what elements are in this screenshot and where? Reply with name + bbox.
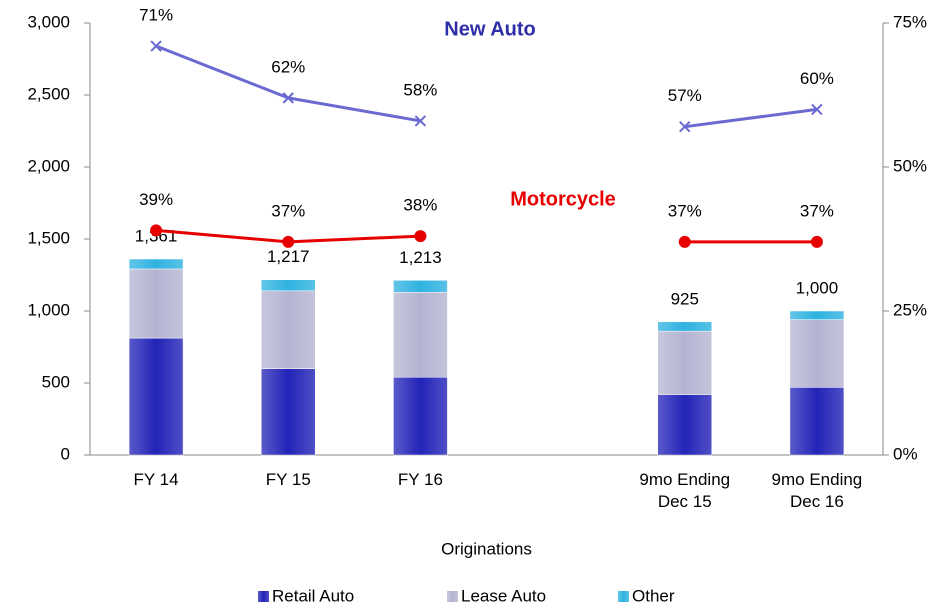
bar-segment [789, 387, 845, 456]
legend-swatch [447, 591, 458, 602]
y-tick-label: 2,000 [27, 156, 70, 175]
y-tick-label: 3,000 [27, 12, 70, 31]
x-tick-label: FY 14 [133, 470, 179, 489]
bar-segment [393, 376, 448, 456]
bar-segment [789, 319, 845, 388]
bar-segment [261, 368, 316, 456]
data-label: 37% [668, 201, 702, 220]
marker [150, 40, 162, 52]
y-tick-label: 1,000 [27, 300, 70, 319]
y2-tick-label: 25% [893, 300, 927, 319]
legend-label: Lease Auto [461, 586, 546, 605]
total-label: 1,213 [399, 248, 442, 267]
marker [414, 230, 427, 243]
bar-segment [261, 279, 316, 292]
total-label: 925 [671, 289, 699, 308]
marker [811, 103, 823, 116]
line [684, 107, 818, 129]
bar-segment [128, 268, 184, 339]
bar-segment [128, 258, 184, 270]
data-label: 57% [668, 86, 702, 105]
x-tick-label: 9mo Ending Dec 15 [639, 470, 731, 511]
y-tick-label: 2,500 [27, 84, 70, 103]
bar-segment [128, 337, 184, 456]
bar-segment [393, 292, 448, 378]
y-tick-label: 1,500 [27, 228, 70, 247]
bar-segment [657, 321, 712, 332]
bar-segment [789, 310, 845, 320]
data-label: 39% [139, 190, 173, 209]
x-tick-label: 9mo Ending Dec 16 [771, 470, 863, 511]
marker [282, 92, 294, 104]
data-label: 62% [271, 57, 305, 76]
bar-segment [393, 280, 448, 293]
data-label: 58% [403, 80, 437, 99]
data-label: 37% [271, 201, 305, 220]
data-label: 38% [403, 196, 437, 215]
legend-swatch [258, 591, 269, 602]
series-annotation: Motorcycle [510, 188, 616, 210]
data-label: 71% [139, 6, 173, 25]
series-annotation: New Auto [444, 18, 535, 40]
total-label: 1,000 [796, 278, 839, 297]
y2-tick-label: 0% [893, 444, 918, 463]
y2-tick-label: 75% [893, 12, 927, 31]
x-axis-title: Originations [441, 539, 532, 558]
marker [810, 235, 823, 248]
marker [679, 120, 691, 133]
data-label: 37% [800, 201, 834, 220]
x-tick-label: FY 16 [397, 470, 443, 489]
bar-segment [261, 290, 316, 369]
marker [150, 224, 163, 237]
bar-segment [657, 330, 712, 395]
y2-tick-label: 50% [893, 156, 927, 175]
legend-label: Other [632, 586, 675, 605]
y-tick-label: 500 [42, 372, 70, 391]
marker [282, 235, 295, 248]
legend-swatch [618, 591, 629, 602]
bar-segment [657, 394, 712, 456]
x-tick-label: FY 15 [265, 470, 311, 489]
y-tick-label: 0 [61, 444, 70, 463]
marker [678, 235, 691, 248]
data-label: 60% [800, 69, 834, 88]
total-label: 1,217 [267, 247, 310, 266]
legend-label: Retail Auto [272, 586, 354, 605]
marker [414, 115, 427, 127]
